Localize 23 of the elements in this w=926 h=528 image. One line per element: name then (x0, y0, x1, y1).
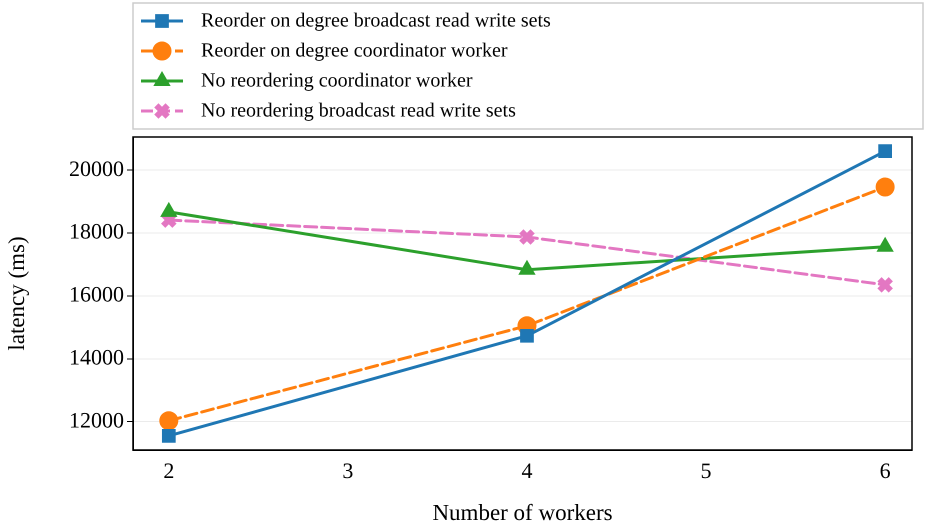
x-tick-label: 2 (163, 458, 174, 483)
point (518, 228, 536, 246)
y-tick-label: 20000 (69, 156, 124, 181)
legend-label: No reordering coordinator worker (201, 69, 473, 92)
y-axis-title: latency (ms) (4, 236, 29, 351)
legend-label: Reorder on degree coordinator worker (201, 39, 508, 62)
legend-label: No reordering broadcast read write sets (201, 99, 516, 122)
y-tick-label: 16000 (69, 282, 124, 307)
x-axis-title: Number of workers (432, 500, 613, 526)
x-tick-label: 6 (880, 458, 891, 483)
point (876, 178, 895, 197)
y-tick-label: 12000 (69, 407, 124, 432)
x-tick-label: 4 (521, 458, 532, 483)
point (159, 411, 178, 430)
point (520, 328, 534, 343)
x-tick-label: 3 (342, 458, 354, 483)
y-tick-label: 18000 (69, 218, 124, 244)
y-tick-label: 14000 (69, 344, 124, 370)
legend-label: Reorder on degree broadcast read write sets (201, 9, 552, 32)
point (878, 144, 892, 158)
x-tick-label: 5 (700, 458, 712, 483)
point (162, 428, 176, 443)
point (876, 276, 894, 294)
